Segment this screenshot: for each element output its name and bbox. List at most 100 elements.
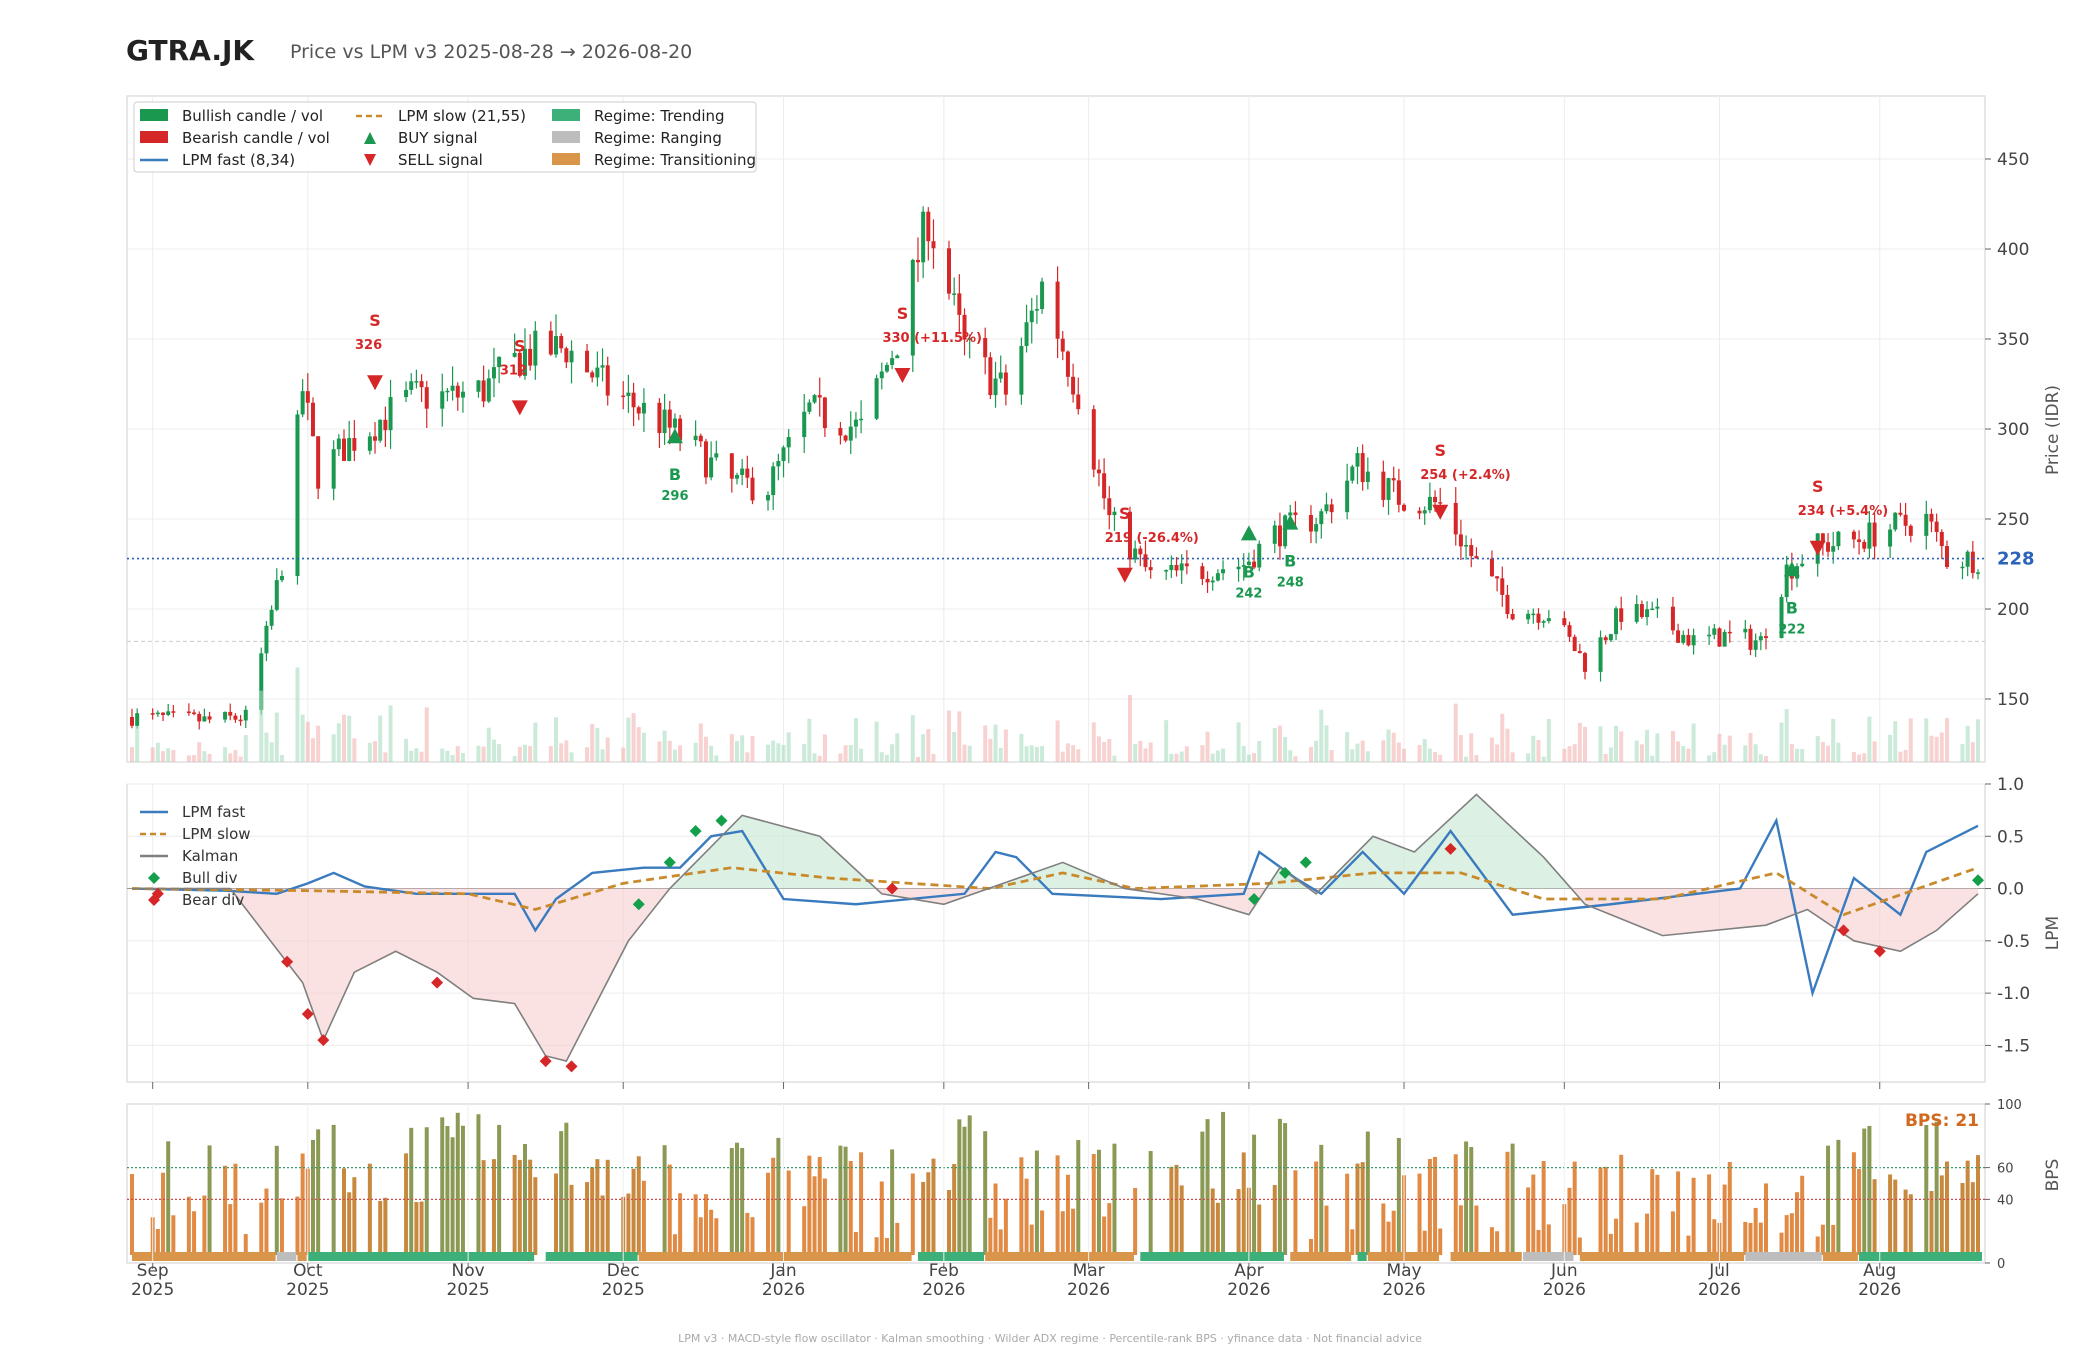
bps-current-label: BPS: 21 — [1905, 1111, 1979, 1131]
bps-bar — [952, 1164, 957, 1255]
bps-bar — [1857, 1168, 1862, 1255]
bps-bar — [1252, 1134, 1257, 1255]
bearish-volume-bar — [983, 725, 988, 762]
sell-signal-marker — [1809, 540, 1826, 556]
bearish-volume-bar — [957, 711, 962, 762]
bps-bar — [383, 1197, 388, 1255]
bps-bar — [130, 1174, 134, 1255]
bearish-volume-bar — [1127, 694, 1132, 762]
bullish-volume-bar — [766, 744, 771, 762]
bearish-volume-bar — [186, 755, 191, 762]
bullish-candle — [476, 380, 481, 392]
bps-bar — [667, 1164, 672, 1255]
bullish-candle — [223, 711, 228, 720]
bps-bar — [693, 1194, 698, 1255]
bullish-volume-bar — [1365, 751, 1370, 762]
bearish-volume-bar — [1495, 744, 1500, 762]
bearish-candle — [528, 348, 533, 366]
bps-bar — [279, 1198, 284, 1255]
bullish-volume-bar — [1608, 747, 1613, 762]
legend-entry: LPM fast — [182, 803, 245, 821]
bullish-volume-bar — [879, 752, 884, 762]
bps-bar — [1743, 1221, 1748, 1255]
bps-bar — [884, 1238, 889, 1255]
bps-bar — [1645, 1213, 1650, 1255]
buy-signal-label: 242 — [1235, 586, 1262, 601]
bearish-volume-bar — [1076, 749, 1081, 762]
bps-bar — [1541, 1160, 1546, 1255]
bps-tick-label: 60 — [1997, 1162, 2014, 1177]
bps-bar — [776, 1137, 781, 1255]
bearish-volume-bar — [962, 744, 967, 762]
bullish-volume-bar — [1034, 746, 1039, 762]
bullish-volume-bar — [476, 745, 481, 762]
bearish-volume-bar — [528, 746, 533, 762]
lpm-tick-label: -0.5 — [1997, 932, 2030, 952]
bullish-volume-bar — [404, 738, 409, 762]
bearish-volume-bar — [1003, 729, 1008, 762]
bps-bar — [1536, 1229, 1541, 1255]
price-tick-label: 300 — [1997, 420, 2029, 440]
bearish-volume-bar — [342, 714, 347, 762]
bps-bar — [1939, 1175, 1944, 1255]
bull-divergence-marker — [632, 898, 645, 911]
bearish-volume-bar — [1562, 748, 1567, 762]
bearish-candle — [621, 395, 626, 398]
bullish-candle — [714, 453, 719, 458]
bearish-volume-bar — [305, 721, 310, 762]
bearish-candle — [481, 380, 486, 402]
bps-bar — [564, 1122, 569, 1255]
bearish-volume-bar — [822, 734, 827, 762]
bearish-volume-bar — [1676, 741, 1681, 762]
bearish-candle — [1908, 525, 1913, 536]
bearish-candle — [1381, 471, 1386, 500]
bullish-volume-bar — [952, 731, 957, 762]
bps-bar — [455, 1112, 460, 1255]
bps-bar — [1670, 1211, 1675, 1255]
bearish-volume-bar — [745, 752, 750, 762]
bullish-volume-bar — [1427, 748, 1432, 762]
bearish-volume-bar — [419, 751, 424, 762]
bearish-volume-bar — [838, 753, 843, 762]
bps-bar — [879, 1181, 884, 1255]
legend-swatch — [552, 153, 580, 165]
bullish-candle — [993, 378, 998, 396]
bps-bar — [1650, 1169, 1655, 1255]
bearish-volume-bar — [1789, 744, 1794, 762]
bullish-candle — [1464, 545, 1469, 547]
bearish-candle — [1939, 531, 1944, 547]
bullish-volume-bar — [414, 748, 419, 762]
bullish-candle — [1707, 634, 1712, 637]
x-tick-year: 2026 — [1543, 1280, 1586, 1300]
bullish-candle — [1422, 510, 1427, 514]
bps-bar — [1908, 1194, 1913, 1255]
bearish-volume-bar — [1107, 738, 1112, 762]
bullish-volume-bar — [1779, 722, 1784, 762]
bullish-volume-bar — [626, 717, 631, 762]
bearish-candle — [1184, 563, 1189, 567]
bullish-volume-bar — [1541, 756, 1546, 762]
bullish-candle — [859, 418, 864, 421]
regime-band-transitioning — [297, 1252, 307, 1261]
bullish-candle — [1319, 511, 1324, 525]
bullish-volume-bar — [522, 744, 527, 762]
bear-divergence-marker — [565, 1060, 578, 1073]
bearish-volume-bar — [1500, 713, 1505, 762]
bps-bar — [1976, 1155, 1980, 1255]
bearish-volume-bar — [605, 737, 610, 762]
bps-bar — [967, 1115, 972, 1255]
bearish-candle — [161, 712, 166, 715]
bearish-volume-bar — [657, 741, 662, 762]
bps-bar — [450, 1137, 455, 1255]
bullish-volume-bar — [300, 714, 305, 762]
x-tick-year: 2026 — [1858, 1280, 1901, 1300]
bullish-candle — [569, 350, 574, 363]
bearish-candle — [564, 348, 569, 363]
bps-bar — [1076, 1140, 1081, 1255]
bearish-candle — [1826, 542, 1831, 552]
bearish-candle — [1096, 469, 1101, 474]
bearish-candle — [316, 436, 321, 489]
bull-divergence-marker — [1972, 874, 1984, 887]
bps-bar — [895, 1222, 900, 1255]
